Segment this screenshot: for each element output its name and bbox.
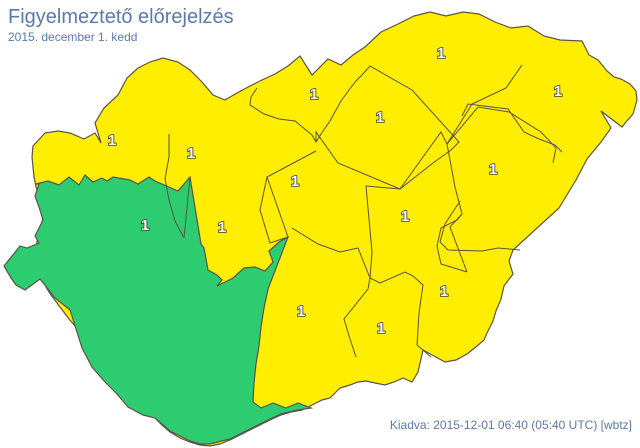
svg-text:1: 1 xyxy=(440,283,448,300)
svg-text:1: 1 xyxy=(187,145,195,162)
svg-text:1: 1 xyxy=(401,208,409,225)
svg-text:1: 1 xyxy=(554,83,562,100)
svg-text:1: 1 xyxy=(376,109,384,126)
svg-text:1: 1 xyxy=(108,132,116,149)
svg-text:1: 1 xyxy=(437,45,445,62)
svg-text:1: 1 xyxy=(141,217,149,234)
svg-text:1: 1 xyxy=(297,303,305,320)
svg-text:1: 1 xyxy=(218,219,226,236)
svg-text:1: 1 xyxy=(489,161,497,178)
svg-text:1: 1 xyxy=(377,320,385,337)
svg-text:1: 1 xyxy=(310,86,318,103)
svg-text:1: 1 xyxy=(291,173,299,190)
